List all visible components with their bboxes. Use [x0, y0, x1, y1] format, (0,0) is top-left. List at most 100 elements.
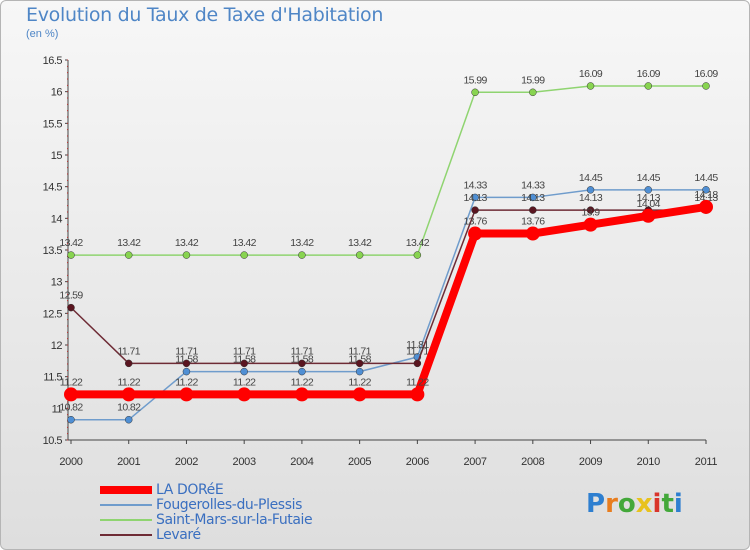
data-point — [240, 251, 248, 259]
x-tick-label: 2010 — [637, 456, 660, 468]
x-tick-label: 2002 — [175, 456, 198, 468]
data-point — [67, 303, 75, 312]
y-tick-label: 15 — [51, 150, 63, 162]
data-label: 14.33 — [463, 179, 487, 191]
data-label: 11.81 — [406, 339, 429, 351]
data-label: 15.99 — [521, 74, 545, 86]
data-label: 14.18 — [694, 189, 718, 201]
data-point — [468, 226, 483, 241]
data-label: 11.58 — [291, 354, 314, 366]
legend-item: Saint-Mars-sur-la-Futaie — [100, 512, 313, 528]
data-label: 10.82 — [117, 402, 141, 414]
x-tick-label: 2008 — [521, 456, 544, 468]
data-point — [410, 387, 425, 402]
data-point — [641, 208, 656, 223]
legend-label: Levaré — [156, 526, 201, 543]
y-tick-label: 11.5 — [43, 372, 62, 384]
y-tick-label: 13.5 — [43, 245, 63, 257]
data-point — [644, 82, 653, 90]
legend-item: Fougerolles-du-Plessis — [100, 497, 312, 513]
data-label: 13.9 — [582, 207, 601, 219]
y-tick-label: 12.5 — [43, 308, 63, 320]
data-point — [182, 359, 191, 368]
y-tick-label: 14 — [51, 213, 63, 225]
data-label: 10.82 — [59, 402, 83, 414]
data-label: 11.22 — [117, 376, 140, 388]
data-point — [240, 359, 248, 368]
logo-letter: x — [635, 489, 653, 519]
data-point — [583, 217, 598, 232]
x-tick-label: 2006 — [406, 456, 429, 468]
data-point — [124, 251, 133, 259]
legend-item: Levaré — [100, 526, 312, 543]
data-label: 13.42 — [117, 237, 141, 249]
data-point — [179, 387, 194, 402]
logo-letter: i — [673, 489, 683, 519]
data-point — [182, 367, 191, 376]
data-point — [355, 359, 364, 368]
x-tick-label: 2001 — [117, 456, 140, 468]
data-point — [67, 415, 75, 424]
data-point — [121, 387, 136, 402]
x-tick-label: 2005 — [348, 456, 371, 468]
data-label: 11.71 — [406, 345, 429, 357]
y-tick-label: 16.5 — [43, 55, 63, 67]
chart-legend: LA DORéE Fougerolles-du-Plessis Saint-Mars… — [100, 482, 313, 543]
data-label: 14.33 — [521, 179, 545, 191]
data-label: 16.09 — [637, 68, 661, 80]
x-tick-label: 2003 — [233, 456, 256, 468]
data-label: 14.13 — [521, 192, 545, 204]
data-label: 11.71 — [175, 345, 198, 357]
data-label: 14.13 — [637, 192, 661, 204]
data-point — [529, 88, 537, 97]
logo-letter: i — [652, 489, 662, 519]
data-point — [64, 387, 78, 402]
series-line — [70, 209, 706, 365]
data-label: 11.71 — [233, 345, 256, 357]
y-tick-label: 15.5 — [43, 118, 63, 130]
chart-title: Evolution du Taux de Taxe d'Habitation — [26, 4, 384, 26]
data-point — [644, 186, 653, 194]
data-label: 14.13 — [579, 192, 603, 204]
data-point — [237, 387, 252, 402]
series-la-dor-e: 11.22 11.22 11.22 11.22 11.22 11.22 11.22 13.76… — [60, 189, 719, 402]
series-line — [71, 85, 706, 256]
data-point — [298, 367, 306, 376]
y-tick-label: 11 — [52, 403, 63, 415]
x-tick-label: 2009 — [579, 456, 602, 468]
legend-swatch — [100, 485, 152, 494]
data-point — [702, 82, 710, 90]
data-point — [471, 88, 479, 97]
data-point — [413, 359, 422, 368]
data-label: 12.59 — [59, 290, 83, 302]
legend-swatch — [100, 503, 152, 506]
data-point — [298, 359, 306, 368]
data-label: 13.42 — [233, 237, 257, 249]
data-point — [298, 251, 306, 259]
data-point — [525, 226, 540, 241]
data-label: 13.42 — [406, 237, 430, 249]
data-label: 11.58 — [175, 354, 198, 366]
x-tick-label: 2011 — [695, 456, 718, 468]
data-label: 11.71 — [117, 345, 140, 357]
data-point — [182, 251, 191, 259]
data-point — [124, 359, 133, 368]
data-point — [471, 193, 479, 202]
x-tick-label: 2007 — [463, 456, 486, 468]
data-point — [352, 387, 367, 402]
logo-letter: P — [586, 489, 606, 519]
data-label: 11.22 — [291, 376, 314, 388]
data-label: 14.45 — [579, 172, 603, 184]
data-point — [294, 387, 309, 402]
series-line — [71, 189, 706, 421]
series-line — [71, 202, 707, 399]
y-tick-label: 14.5 — [43, 182, 63, 194]
data-point — [699, 199, 713, 214]
data-label: 14.04 — [637, 198, 661, 210]
data-label: 13.76 — [463, 216, 487, 228]
data-label: 11.58 — [233, 354, 256, 366]
data-label: 11.22 — [348, 376, 371, 388]
y-tick-label: 13 — [51, 277, 63, 289]
